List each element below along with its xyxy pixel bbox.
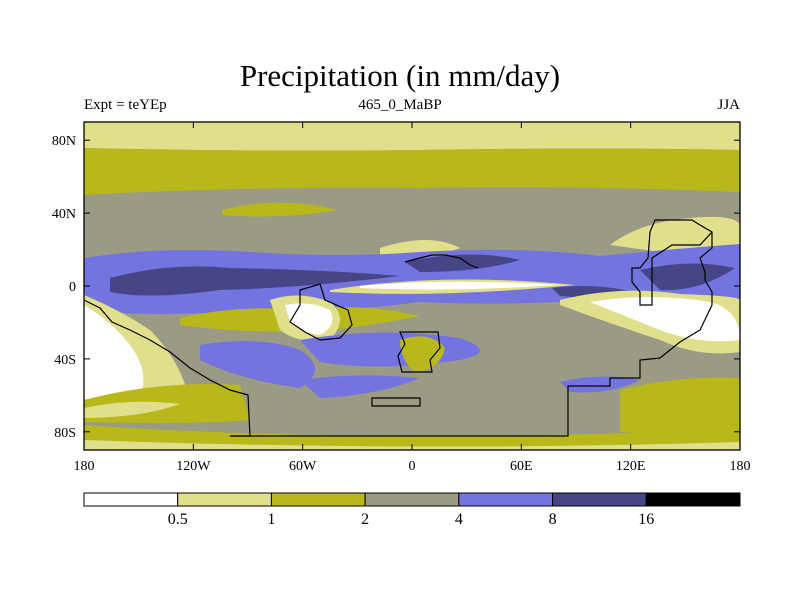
- colorbar-label: 16: [638, 511, 654, 528]
- colorbar: 0.5 1 2 4 8 16: [83, 492, 741, 528]
- colorbar-label: 4: [455, 511, 463, 528]
- lon-tick-label: 60W: [289, 459, 317, 474]
- season-label: JJA: [717, 97, 740, 113]
- lat-tick-label: 40S: [54, 353, 76, 368]
- colorbar-swatch: [364, 492, 460, 507]
- latitude-axis: 80N 40N 0 40S 80S: [52, 134, 740, 441]
- lat-tick-label: 80N: [52, 134, 76, 149]
- colorbar-swatch: [177, 492, 272, 507]
- lon-tick-label: 0: [409, 459, 416, 474]
- lon-tick-label: 180: [730, 459, 751, 474]
- colorbar-swatch: [83, 492, 179, 507]
- colorbar-label: 0.5: [168, 511, 188, 528]
- lon-tick-label: 60E: [510, 459, 533, 474]
- colorbar-swatch: [552, 492, 647, 507]
- lon-tick-label: 120E: [616, 459, 646, 474]
- map-title: Precipitation (in mm/day): [239, 58, 561, 93]
- lat-tick-label: 40N: [52, 207, 76, 222]
- lon-tick-label: 120W: [176, 459, 211, 474]
- colorbar-label: 8: [549, 511, 557, 528]
- lat-tick-label: 80S: [54, 426, 76, 441]
- lat-tick-label: 0: [69, 280, 76, 295]
- continent-outlines: [84, 219, 713, 437]
- colorbar-swatch: [645, 492, 741, 507]
- lon-tick-label: 180: [74, 459, 95, 474]
- experiment-label: Expt = teYEp: [84, 97, 167, 113]
- colorbar-swatch: [458, 492, 554, 507]
- colorbar-label: 2: [361, 511, 369, 528]
- precipitation-field: [84, 122, 740, 450]
- period-label: 465_0_MaBP: [358, 97, 442, 113]
- colorbar-label: 1: [267, 511, 275, 528]
- longitude-axis: 180 120W 60W 0 60E 120E 180: [74, 122, 751, 474]
- colorbar-swatch: [270, 492, 366, 507]
